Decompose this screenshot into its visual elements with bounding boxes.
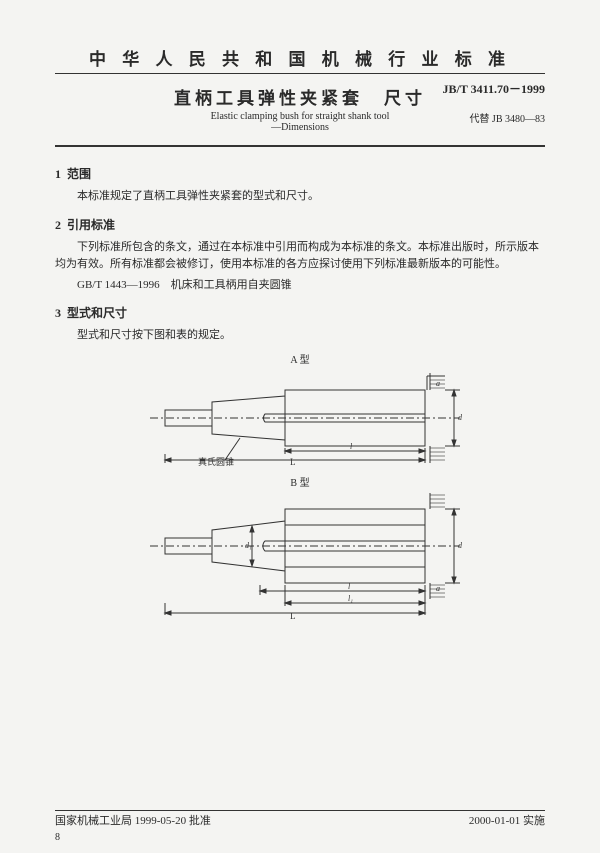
section-1-num: 1 xyxy=(55,167,61,181)
figure-a-label: A 型 xyxy=(55,351,545,366)
annotation-morse: 真氏圆锥 xyxy=(198,456,234,467)
figure-b-label: B 型 xyxy=(55,474,545,489)
figure-type-b: L l₁ l a d d₁ xyxy=(130,491,470,621)
dim-L: L xyxy=(290,457,296,467)
footer-effect: 2000-01-01 实施 xyxy=(469,812,545,828)
section-2-ref: GB/T 1443—1996 机床和工具柄用自夹圆锥 xyxy=(55,277,545,295)
footer: 国家机械工业局 1999-05-20 批准 2000-01-01 实施 xyxy=(55,812,545,828)
footer-approve: 国家机械工业局 1999-05-20 批准 xyxy=(55,812,211,828)
section-1-heading: 1 范围 xyxy=(55,165,545,182)
page-number: 8 xyxy=(55,832,60,843)
replaces-text: 代替 JB 3480—83 xyxy=(469,110,545,125)
dim-a: a xyxy=(436,379,440,388)
section-1-title: 范围 xyxy=(67,167,91,181)
dim-a-b: a xyxy=(436,584,440,593)
header-rule xyxy=(55,73,545,74)
header-bottom-rule xyxy=(55,145,545,147)
standard-code: JB/T 3411.70－1999 xyxy=(443,80,545,97)
dim-d: d xyxy=(458,413,463,422)
dim-d-b: d xyxy=(458,541,463,550)
section-3-num: 3 xyxy=(55,306,61,320)
figure-type-a: L l a d 真氏圆锥 xyxy=(130,368,470,468)
section-3-title: 型式和尺寸 xyxy=(67,306,127,320)
header-org: 中 华 人 民 共 和 国 机 械 行 业 标 准 xyxy=(55,45,545,70)
dim-d1-b: d₁ xyxy=(245,541,252,550)
footer-rule xyxy=(55,810,545,811)
section-2-num: 2 xyxy=(55,218,61,232)
header-title-block: JB/T 3411.70－1999 代替 JB 3480—83 直柄工具弹性夹紧… xyxy=(55,84,545,133)
dim-l1-b: l₁ xyxy=(348,594,353,603)
section-2-para: 下列标准所包含的条文，通过在本标准中引用而构成为本标准的条文。本标准出版时，所示… xyxy=(55,239,545,274)
section-2-title: 引用标准 xyxy=(67,218,115,232)
section-2-heading: 2 引用标准 xyxy=(55,216,545,233)
dim-L-b: L xyxy=(290,611,296,621)
section-3-para: 型式和尺寸按下图和表的规定。 xyxy=(55,327,545,345)
section-3-heading: 3 型式和尺寸 xyxy=(55,304,545,321)
section-1-para: 本标准规定了直柄工具弹性夹紧套的型式和尺寸。 xyxy=(55,188,545,206)
